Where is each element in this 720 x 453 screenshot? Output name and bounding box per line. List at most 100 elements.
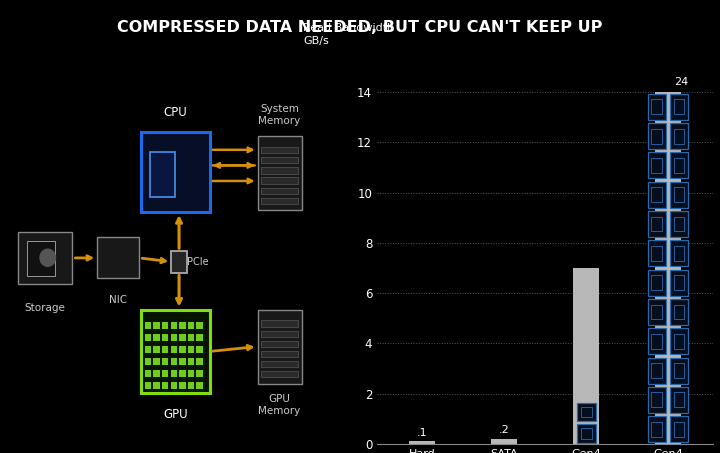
FancyBboxPatch shape [648, 299, 666, 325]
Text: 24: 24 [675, 77, 689, 87]
FancyBboxPatch shape [162, 347, 168, 353]
FancyBboxPatch shape [674, 187, 684, 202]
Bar [654, 92, 681, 444]
FancyBboxPatch shape [581, 428, 593, 439]
FancyBboxPatch shape [97, 237, 140, 278]
FancyBboxPatch shape [188, 358, 194, 365]
Text: .2: .2 [498, 425, 509, 435]
FancyBboxPatch shape [171, 347, 177, 353]
FancyBboxPatch shape [674, 392, 684, 407]
FancyBboxPatch shape [145, 382, 151, 389]
FancyBboxPatch shape [153, 323, 160, 329]
FancyBboxPatch shape [674, 275, 684, 290]
Bar [409, 441, 435, 444]
FancyBboxPatch shape [670, 358, 688, 384]
FancyBboxPatch shape [648, 416, 666, 442]
Text: Storage: Storage [24, 303, 66, 313]
FancyBboxPatch shape [670, 270, 688, 295]
FancyBboxPatch shape [670, 211, 688, 237]
FancyBboxPatch shape [145, 370, 151, 377]
FancyBboxPatch shape [670, 153, 688, 178]
FancyBboxPatch shape [162, 382, 168, 389]
FancyBboxPatch shape [179, 358, 186, 365]
FancyBboxPatch shape [258, 309, 302, 384]
FancyBboxPatch shape [18, 231, 73, 284]
FancyBboxPatch shape [652, 275, 662, 290]
FancyBboxPatch shape [162, 358, 168, 365]
FancyBboxPatch shape [652, 363, 662, 378]
FancyBboxPatch shape [674, 246, 684, 261]
FancyBboxPatch shape [652, 158, 662, 173]
FancyBboxPatch shape [652, 304, 662, 319]
FancyBboxPatch shape [261, 178, 298, 184]
FancyBboxPatch shape [674, 158, 684, 173]
FancyBboxPatch shape [261, 331, 298, 337]
FancyBboxPatch shape [162, 334, 168, 342]
FancyBboxPatch shape [674, 99, 684, 114]
FancyBboxPatch shape [179, 382, 186, 389]
Text: GPU: GPU [163, 408, 188, 421]
FancyBboxPatch shape [674, 334, 684, 349]
FancyBboxPatch shape [261, 371, 298, 377]
FancyBboxPatch shape [648, 270, 666, 295]
FancyBboxPatch shape [670, 328, 688, 354]
FancyBboxPatch shape [171, 334, 177, 342]
FancyBboxPatch shape [674, 422, 684, 437]
FancyBboxPatch shape [153, 334, 160, 342]
FancyBboxPatch shape [179, 347, 186, 353]
FancyBboxPatch shape [648, 123, 666, 149]
Text: PCIe: PCIe [186, 257, 208, 267]
FancyBboxPatch shape [153, 382, 160, 389]
FancyBboxPatch shape [145, 334, 151, 342]
FancyBboxPatch shape [652, 129, 662, 144]
FancyBboxPatch shape [652, 99, 662, 114]
FancyBboxPatch shape [670, 94, 688, 120]
FancyBboxPatch shape [648, 94, 666, 120]
FancyBboxPatch shape [581, 406, 593, 417]
Circle shape [40, 249, 55, 266]
FancyBboxPatch shape [261, 188, 298, 194]
FancyBboxPatch shape [674, 304, 684, 319]
Bar [572, 268, 599, 444]
FancyBboxPatch shape [648, 358, 666, 384]
FancyBboxPatch shape [141, 309, 210, 393]
FancyBboxPatch shape [261, 361, 298, 367]
FancyBboxPatch shape [652, 246, 662, 261]
FancyBboxPatch shape [145, 347, 151, 353]
FancyBboxPatch shape [648, 153, 666, 178]
FancyBboxPatch shape [674, 363, 684, 378]
FancyBboxPatch shape [197, 334, 203, 342]
FancyBboxPatch shape [145, 358, 151, 365]
FancyBboxPatch shape [145, 323, 151, 329]
FancyBboxPatch shape [197, 382, 203, 389]
FancyBboxPatch shape [179, 370, 186, 377]
FancyBboxPatch shape [171, 382, 177, 389]
FancyBboxPatch shape [648, 241, 666, 266]
FancyBboxPatch shape [197, 323, 203, 329]
Text: CPU: CPU [163, 106, 187, 119]
FancyBboxPatch shape [652, 187, 662, 202]
FancyBboxPatch shape [261, 198, 298, 204]
FancyBboxPatch shape [648, 387, 666, 413]
FancyBboxPatch shape [648, 182, 666, 207]
FancyBboxPatch shape [577, 424, 596, 443]
FancyBboxPatch shape [188, 370, 194, 377]
Bar [491, 439, 517, 444]
Text: Read Bandwidth
GB/s: Read Bandwidth GB/s [303, 23, 395, 46]
FancyBboxPatch shape [188, 334, 194, 342]
FancyBboxPatch shape [197, 370, 203, 377]
Text: System
Memory: System Memory [258, 104, 301, 125]
FancyBboxPatch shape [670, 416, 688, 442]
FancyBboxPatch shape [162, 370, 168, 377]
FancyBboxPatch shape [652, 217, 662, 231]
FancyBboxPatch shape [670, 123, 688, 149]
FancyBboxPatch shape [261, 147, 298, 153]
FancyBboxPatch shape [150, 152, 176, 197]
FancyBboxPatch shape [188, 347, 194, 353]
FancyBboxPatch shape [652, 334, 662, 349]
FancyBboxPatch shape [670, 241, 688, 266]
FancyBboxPatch shape [670, 299, 688, 325]
FancyBboxPatch shape [171, 251, 187, 273]
FancyBboxPatch shape [153, 347, 160, 353]
FancyBboxPatch shape [648, 328, 666, 354]
